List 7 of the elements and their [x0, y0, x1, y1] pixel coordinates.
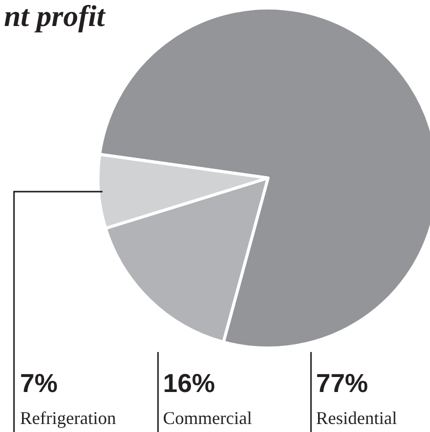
- data-label: 7%: [20, 368, 58, 398]
- data-label: 16%: [163, 368, 216, 398]
- data-label: 77%: [316, 368, 368, 398]
- slice-label: Commercial: [163, 408, 252, 428]
- slice-label: Refrigeration: [20, 408, 116, 428]
- chart-title: nt profit: [4, 0, 107, 33]
- slice-label: Residential: [316, 408, 397, 428]
